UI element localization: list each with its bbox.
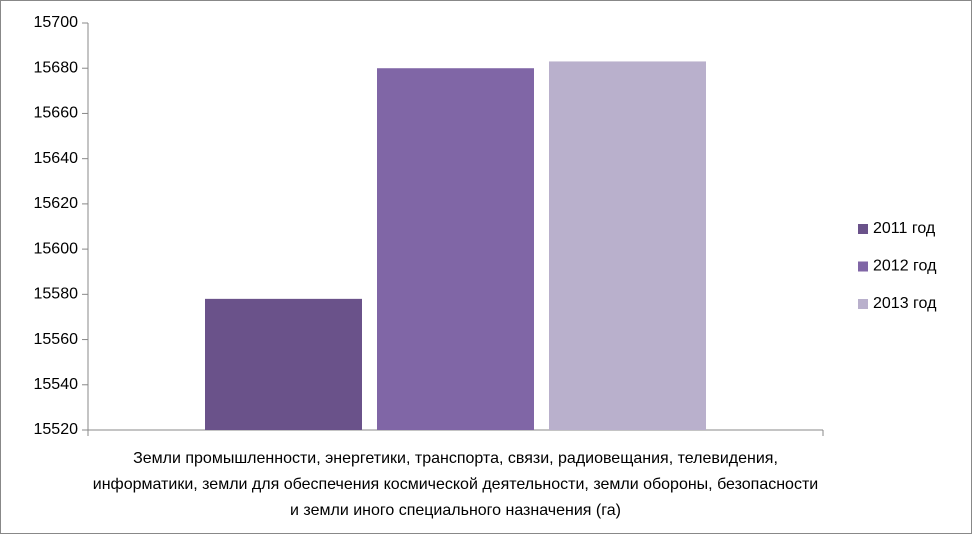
- y-tick-label: 15620: [34, 195, 79, 212]
- bar: [549, 61, 706, 430]
- legend-label: 2013 год: [873, 295, 937, 312]
- legend-swatch: [858, 299, 868, 309]
- y-tick-label: 15540: [34, 376, 79, 393]
- y-tick-label: 15700: [34, 14, 79, 31]
- bar: [205, 298, 362, 430]
- bar: [377, 68, 534, 430]
- legend-label: 2012 год: [873, 258, 937, 275]
- legend-swatch: [858, 261, 868, 272]
- x-category-label: Земли промышленности, энергетики, трансп…: [92, 450, 819, 519]
- y-tick-label: 15600: [34, 240, 79, 257]
- legend-label: 2011 год: [873, 220, 936, 237]
- y-tick-label: 15520: [34, 421, 79, 438]
- y-tick-label: 15680: [34, 59, 79, 76]
- y-tick-label: 15660: [34, 105, 79, 122]
- y-tick-label: 15640: [34, 150, 79, 167]
- legend-swatch: [858, 224, 868, 234]
- y-tick-label: 15560: [34, 331, 79, 348]
- y-tick-label: 15580: [34, 286, 79, 303]
